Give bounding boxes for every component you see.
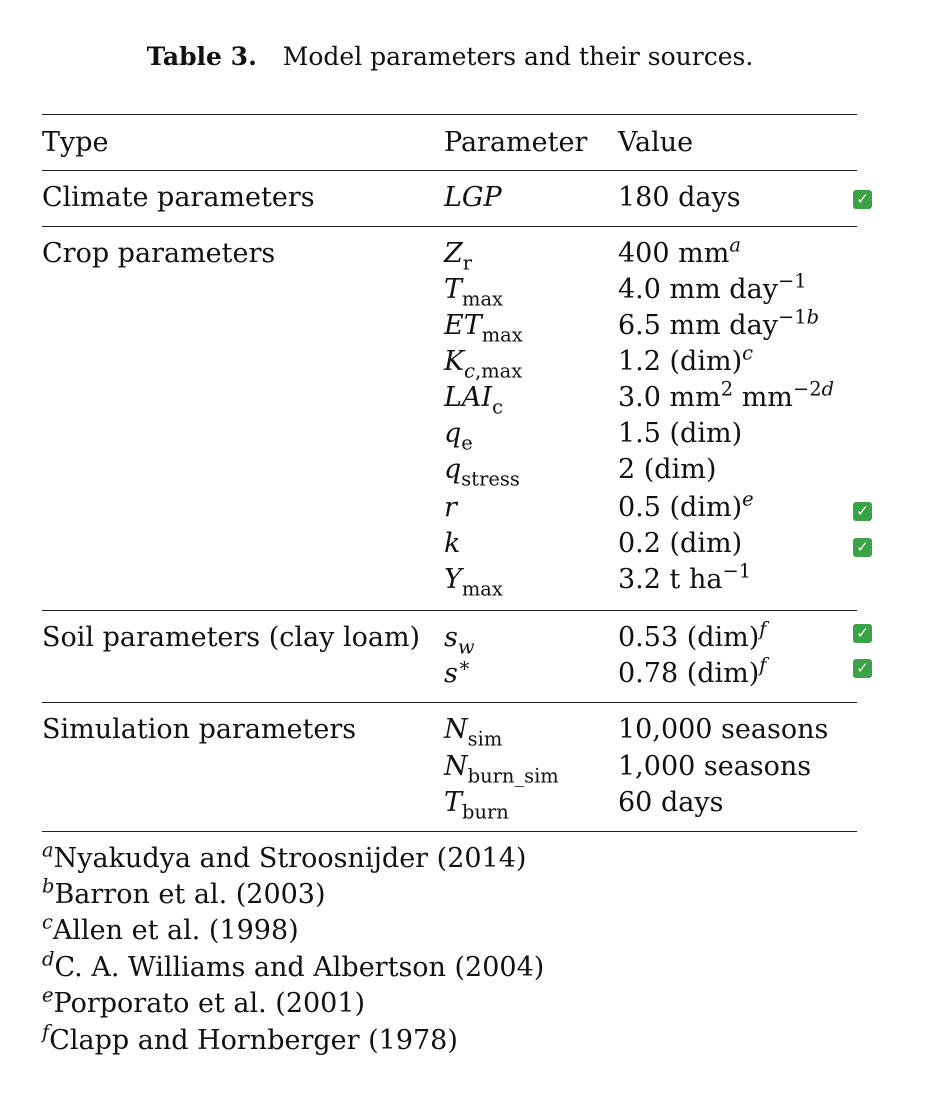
value-nburn-sim: 1,000 seasons bbox=[618, 751, 812, 782]
value-ymax: 3.2 t ha−1 bbox=[618, 559, 752, 595]
param-lai: LAIc bbox=[444, 382, 503, 419]
value-lgp: 180 days bbox=[618, 182, 741, 213]
param-tburn: Tburn bbox=[444, 787, 509, 824]
param-tmax: Tmax bbox=[444, 274, 503, 311]
footnote-a: aNyakudya and Stroosnijder (2014) bbox=[42, 838, 527, 874]
value-kc-max: 1.2 (dim)c bbox=[618, 341, 754, 377]
check-mark-icon: ✓ bbox=[853, 502, 872, 521]
check-mark-icon: ✓ bbox=[853, 624, 872, 643]
value-r: 0.5 (dim)e bbox=[618, 487, 754, 523]
row-type-soil: Soil parameters (clay loam) bbox=[42, 622, 421, 653]
row-type-climate: Climate parameters bbox=[42, 182, 315, 213]
value-nsim: 10,000 seasons bbox=[618, 714, 829, 745]
group-rule-2 bbox=[42, 610, 857, 611]
header-value: Value bbox=[618, 127, 694, 158]
param-nsim: Nsim bbox=[444, 714, 503, 751]
header-rule bbox=[42, 170, 857, 171]
param-qstress: qstress bbox=[444, 454, 520, 491]
footnote-c: cAllen et al. (1998) bbox=[42, 910, 299, 946]
table-title: Model parameters and their sources. bbox=[282, 42, 754, 71]
check-mark-icon: ✓ bbox=[853, 538, 872, 557]
param-sstar: s∗ bbox=[444, 653, 472, 689]
param-zr: Zr bbox=[444, 238, 473, 275]
param-ymax: Ymax bbox=[444, 564, 503, 601]
footnote-f: fClapp and Hornberger (1978) bbox=[42, 1020, 458, 1056]
check-mark-icon: ✓ bbox=[853, 190, 872, 209]
value-sstar: 0.78 (dim)f bbox=[618, 653, 767, 689]
group-rule-3 bbox=[42, 702, 857, 703]
value-tmax: 4.0 mm day−1 bbox=[618, 269, 807, 305]
value-k: 0.2 (dim) bbox=[618, 528, 743, 559]
value-lai: 3.0 mm2 mm−2d bbox=[618, 377, 835, 413]
row-type-crop: Crop parameters bbox=[42, 238, 276, 269]
value-tburn: 60 days bbox=[618, 787, 724, 818]
footnote-d: dC. A. Williams and Albertson (2004) bbox=[42, 947, 545, 983]
header-type: Type bbox=[42, 127, 109, 158]
row-type-simulation: Simulation parameters bbox=[42, 714, 357, 745]
param-qe: qe bbox=[444, 418, 473, 455]
value-zr: 400 mma bbox=[618, 233, 741, 269]
param-k: k bbox=[444, 528, 461, 559]
bottom-rule bbox=[42, 831, 857, 832]
param-etmax: ETmax bbox=[444, 310, 523, 347]
footnote-b: bBarron et al. (2003) bbox=[42, 874, 326, 910]
param-kc-max: Kc,max bbox=[444, 346, 523, 383]
value-qe: 1.5 (dim) bbox=[618, 418, 743, 449]
value-etmax: 6.5 mm day−1b bbox=[618, 305, 820, 341]
table-label: Table 3. bbox=[146, 42, 257, 71]
table-caption: Table 3. Model parameters and their sourc… bbox=[0, 42, 900, 71]
param-r: r bbox=[444, 492, 457, 523]
param-sw: sw bbox=[444, 622, 475, 659]
param-nburn-sim: Nburn_sim bbox=[444, 751, 559, 788]
check-mark-icon: ✓ bbox=[853, 659, 872, 678]
header-parameter: Parameter bbox=[444, 127, 588, 158]
param-lgp: LGP bbox=[444, 182, 502, 213]
group-rule-1 bbox=[42, 226, 857, 227]
footnote-e: ePorporato et al. (2001) bbox=[42, 983, 366, 1019]
top-rule bbox=[42, 114, 857, 115]
value-qstress: 2 (dim) bbox=[618, 454, 717, 485]
value-sw: 0.53 (dim)f bbox=[618, 617, 767, 653]
